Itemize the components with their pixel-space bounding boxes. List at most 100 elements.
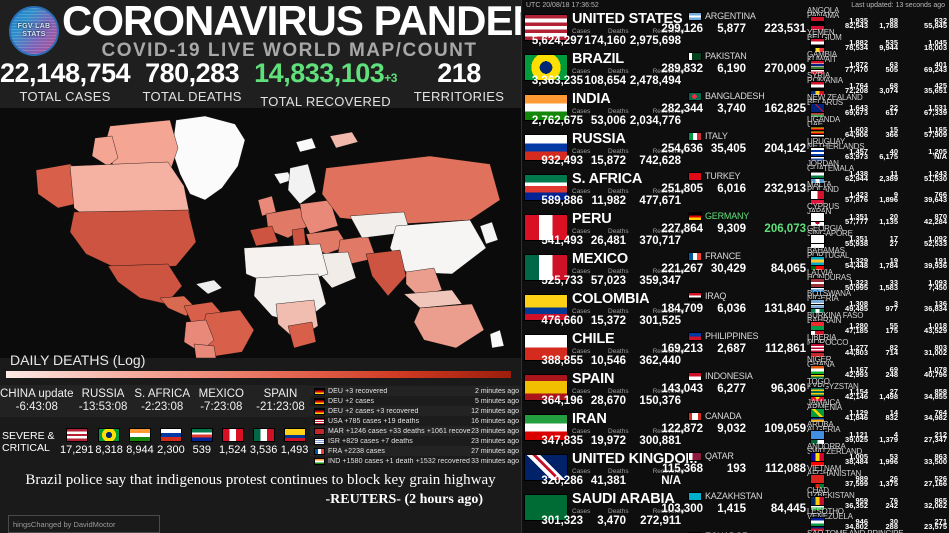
cases-value: 77,470 xyxy=(845,64,868,74)
country-row[interactable]: UNITED KINGDOM Cases Deaths Recovered 320,28… xyxy=(521,451,697,491)
country-row[interactable]: SAUDI ARABIA Cases Deaths Recovered 301,323 3… xyxy=(521,491,687,531)
country-row[interactable]: BOTSWANA 1,308 3 136 xyxy=(806,289,949,311)
flag-icon xyxy=(688,292,702,301)
country-row[interactable]: ARUBA 1,121 4 212 xyxy=(806,420,949,442)
update-log-row[interactable]: IND +1580 cases +1 death +1532 recovered… xyxy=(310,456,521,466)
country-row[interactable]: CHAD 959 76 865 xyxy=(806,486,949,508)
country-row[interactable]: IRAQ 184,709 6,036 131,840 xyxy=(661,291,806,331)
country-row[interactable]: INDIA Cases Deaths Recovered 2,762,675 53,006… xyxy=(521,91,687,131)
country-row[interactable]: VIETNAM 989 26 526 xyxy=(806,464,949,486)
country-row[interactable]: IRAN Cases Deaths Recovered 347,835 19,972 300… xyxy=(521,411,687,451)
country-row[interactable]: CHILE Cases Deaths Recovered 388,855 10,546 36… xyxy=(521,331,687,371)
sidebar-column-mid-countries[interactable]: Last updated: 13 seconds ago ARGENTINA 29… xyxy=(661,0,945,533)
country-row[interactable]: YEMEN 1,882 535 1,045 xyxy=(806,28,949,50)
country-row[interactable]: ARGENTINA 299,126 5,877 223,531 xyxy=(661,11,806,51)
deaths-value: 977 xyxy=(885,304,898,314)
country-row[interactable]: SYRIA 1,764 68 425 xyxy=(806,71,949,93)
cases-value: 1,121 xyxy=(849,430,868,440)
country-row[interactable]: URUGUAY 1,457 40 1,205 xyxy=(806,137,949,159)
country-row[interactable]: JORDAN 1,438 11 1,243 xyxy=(806,159,949,181)
col-header: Deaths xyxy=(608,28,629,35)
country-row[interactable]: SAO TOME AND PRINCIPE88515821 xyxy=(806,529,949,533)
country-row[interactable]: PAKISTAN 289,832 6,190 270,009 xyxy=(661,51,806,91)
country-row[interactable]: MALTA 1,423 9 766 xyxy=(806,180,949,202)
update-log-row[interactable]: DEU +2 cases +3 recovered 12 minutes ago xyxy=(310,406,521,416)
country-row[interactable]: TURKEY 251,805 6,016 232,913 xyxy=(661,171,806,211)
country-row[interactable]: CANADA 122,872 9,032 109,059 xyxy=(661,411,806,451)
recent-updates-log[interactable]: DEU +3 recovered 2 minutes ago DEU +2 case… xyxy=(310,385,521,465)
country-row[interactable]: QATAR 115,368 193 112,088 xyxy=(662,451,806,491)
update-log-row[interactable]: FRA +2238 cases 27 minutes ago xyxy=(310,446,521,456)
country-row[interactable]: LESOTHO 946 30 271 xyxy=(806,507,949,529)
country-name: POLAND xyxy=(807,185,839,194)
cases-value: 5,624,297 xyxy=(531,35,583,47)
cases-value: 34,802 xyxy=(845,522,868,532)
country-row[interactable]: ITALY 254,636 35,405 204,142 xyxy=(661,131,806,171)
country-row[interactable]: UNITED STATES Cases Deaths Recovered 5,624,2… xyxy=(521,11,687,51)
country-row[interactable]: RUSSIA Cases Deaths Recovered 932,493 15,872 7… xyxy=(521,131,687,171)
severe-cell: 8,318 xyxy=(94,428,125,456)
country-row[interactable]: GERMANY 227,864 9,309 206,073 xyxy=(661,211,806,251)
severe-cell: 1,493 xyxy=(279,428,310,456)
top-countries-list[interactable]: UNITED STATES Cases Deaths Recovered 5,624,2… xyxy=(521,11,697,531)
country-row[interactable]: LIBERIA 1,277 82 803 xyxy=(806,333,949,355)
country-row[interactable]: COLOMBIA Cases Deaths Recovered 476,660 15,37… xyxy=(521,291,687,331)
update-log-row[interactable]: MAR +1246 cases +33 deaths +1061 recover… xyxy=(310,426,521,436)
country-row[interactable]: BANGLADESH 282,344 3,740 162,825 xyxy=(661,91,806,131)
update-log-row[interactable]: DEU +3 recovered 2 minutes ago xyxy=(310,386,521,396)
country-row[interactable]: INDONESIA 143,043 6,277 96,306 xyxy=(661,371,806,411)
country-name: JAMAICA xyxy=(807,398,841,408)
sidebar-column-small-countries[interactable]: PANAMA 82,543 1,788 55,845 BELGIUM78,534 9,94… xyxy=(806,0,949,533)
world-choropleth-map[interactable] xyxy=(0,108,521,358)
deaths-value: 68 xyxy=(889,81,898,91)
country-row[interactable]: PHILIPPINES 169,213 2,687 112,861 xyxy=(661,331,806,371)
country-stats-sidebar[interactable]: UTC 20/08/18 17:36:52 UNITED STATES Cases… xyxy=(521,0,949,533)
recovered-value: 34,982 xyxy=(924,413,947,423)
country-row[interactable]: ANDORRA 1,005 53 863 xyxy=(806,442,949,464)
update-log-row[interactable]: ISR +829 cases +7 deaths 23 minutes ago xyxy=(310,436,521,446)
deaths-value: 288 xyxy=(885,522,898,532)
country-row[interactable]: NIGER 1,167 69 1,078 xyxy=(806,355,949,377)
country-row[interactable]: S. AFRICA Cases Deaths Recovered 589,886 11,9… xyxy=(521,171,687,211)
country-row[interactable]: PERU Cases Deaths Recovered 541,493 26,481 370… xyxy=(521,211,687,251)
country-row[interactable]: FRANCE 221,267 30,429 84,065 xyxy=(661,251,806,291)
clock-countdown: -7:23:08 xyxy=(200,401,243,413)
deaths-value: 248 xyxy=(885,369,898,379)
deaths-value: 40 xyxy=(889,146,898,156)
small-countries-list[interactable]: PANAMA 82,543 1,788 55,845 BELGIUM78,534 9,94… xyxy=(806,11,949,533)
background-window-fragment[interactable]: hingsChanged by DavidMoctor xyxy=(8,515,160,533)
country-row[interactable]: BAHAMAS 1,329 19 191 xyxy=(806,246,949,268)
country-row[interactable]: ANGOLA 1,935 88 632 xyxy=(806,6,949,28)
flag-icon xyxy=(810,430,825,441)
cases-value: 932,493 xyxy=(541,155,583,167)
country-row[interactable]: LATVIA 1,323 33 1,093 xyxy=(806,268,949,290)
country-row[interactable]: BURKINA FASO 1,280 55 1,018 xyxy=(806,311,949,333)
update-log-row[interactable]: USA +785 cases +19 deaths 16 minutes ago xyxy=(310,416,521,426)
country-values: 221,267 30,429 84,065 xyxy=(641,263,806,275)
mid-countries-list[interactable]: ARGENTINA 299,126 5,877 223,531 PAKISTAN 289,… xyxy=(661,11,806,533)
deaths-value: 175 xyxy=(885,326,898,336)
flag-icon xyxy=(524,214,568,241)
tiny-countries-list[interactable]: ANGOLA 1,935 88 632 YEMEN 1,882 535 1,045 GAMBIA… xyxy=(806,6,949,533)
deaths-value: 2,687 xyxy=(717,343,746,355)
country-row[interactable]: TOGO 1,154 27 858 xyxy=(806,377,949,399)
country-row[interactable]: CYPRUS 1,351 20 870 xyxy=(806,202,949,224)
country-row[interactable]: KAZAKHSTAN 103,300 1,415 84,445 xyxy=(661,491,806,531)
severe-cell: 8,944 xyxy=(125,428,156,456)
country-row[interactable]: MEXICO Cases Deaths Recovered 525,733 57,023 3… xyxy=(521,251,687,291)
deaths-value: 6,190 xyxy=(717,63,746,75)
country-values: 251,805 6,016 232,913 xyxy=(641,183,806,195)
country-row[interactable]: BRAZIL Cases Deaths Recovered 3,363,235 108,6… xyxy=(521,51,687,91)
update-log-row[interactable]: DEU +2 cases 5 minutes ago xyxy=(310,396,521,406)
deaths-value: 3 xyxy=(893,299,898,309)
country-row[interactable]: GAMBIA 1,872 63 401 xyxy=(806,50,949,72)
country-row[interactable]: JAMAICA 1,129 14 764 xyxy=(806,398,949,420)
sidebar-column-top-countries[interactable]: UTC 20/08/18 17:36:52 UNITED STATES Cases… xyxy=(521,0,697,533)
col-header: Recovered xyxy=(652,348,684,355)
country-row[interactable]: GEORGIA 1,351 17 1,092 xyxy=(806,224,949,246)
country-row[interactable]: UGANDA 1,603 15 1,165 xyxy=(806,115,949,137)
country-row[interactable]: NEW ZEALAND 1,643 22 1,531 xyxy=(806,93,949,115)
severe-value: 2,300 xyxy=(157,444,185,456)
country-row[interactable]: SPAIN Cases Deaths Recovered 364,196 28,670 15… xyxy=(521,371,687,411)
sidebar-column-tiny-countries[interactable]: ANGOLA 1,935 88 632 YEMEN 1,882 535 1,045 GAMBIA… xyxy=(806,0,949,533)
